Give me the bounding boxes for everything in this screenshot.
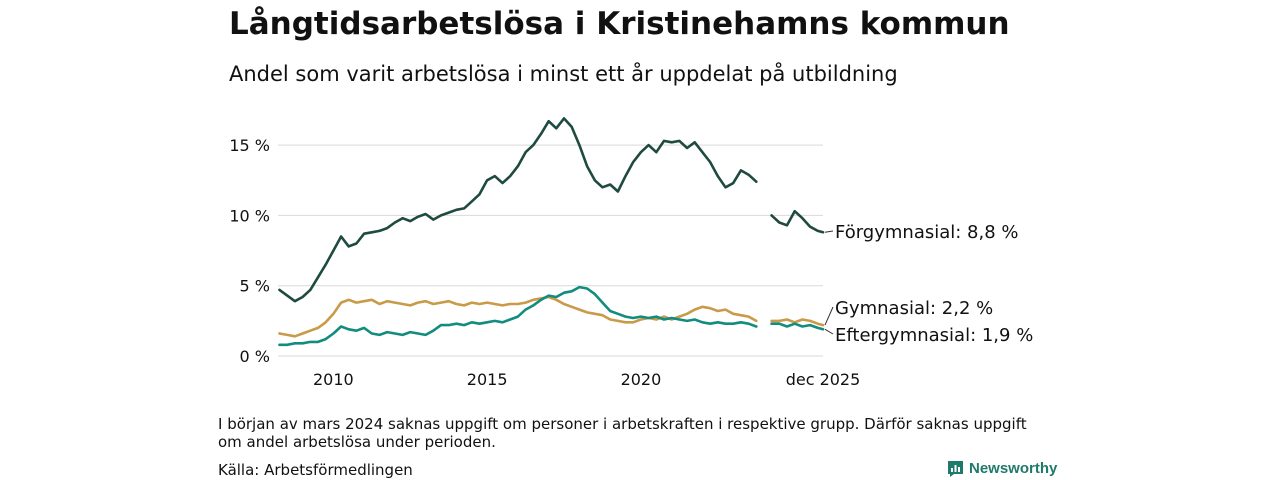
label-leader xyxy=(824,328,834,335)
series-line-eftergymnasial xyxy=(770,322,825,331)
y-tick-label: 0 % xyxy=(240,347,270,366)
y-tick-label: 5 % xyxy=(240,277,270,296)
x-tick-label: 2015 xyxy=(467,370,508,389)
footnote: I början av mars 2024 saknas uppgift om … xyxy=(218,415,1027,451)
chart-title: Långtidsarbetslösa i Kristinehamns kommu… xyxy=(229,6,1010,42)
x-tick-label: dec 2025 xyxy=(786,370,861,389)
x-tick-label: 2020 xyxy=(621,370,662,389)
chart-subtitle: Andel som varit arbetslösa i minst ett å… xyxy=(229,62,898,86)
line-chart: 0 % 5 % 10 % 15 % 2010 2015 2020 dec 2025 Förg… xyxy=(229,117,1033,389)
newsworthy-logo-icon xyxy=(948,461,963,477)
series-end-label: Gymnasial: 2,2 % xyxy=(835,298,993,319)
source-text: Källa: Arbetsförmedlingen xyxy=(218,461,413,479)
series-line-gymnasial xyxy=(278,295,758,338)
y-tick-label: 15 % xyxy=(229,136,270,155)
series-line-eftergymnasial xyxy=(278,285,758,347)
series-line-förgymnasial xyxy=(770,209,825,234)
label-leader xyxy=(824,306,834,326)
x-tick-label: 2010 xyxy=(313,370,354,389)
y-tick-label: 10 % xyxy=(229,206,270,225)
series-line-gymnasial xyxy=(770,318,825,327)
brand-logo[interactable]: Newsworthy xyxy=(946,459,1057,478)
series-end-label: Eftergymnasial: 1,9 % xyxy=(835,325,1033,346)
brand-name: Newsworthy xyxy=(969,460,1058,477)
series-line-förgymnasial xyxy=(278,117,758,303)
label-leader xyxy=(824,230,834,233)
series-end-label: Förgymnasial: 8,8 % xyxy=(835,222,1019,243)
